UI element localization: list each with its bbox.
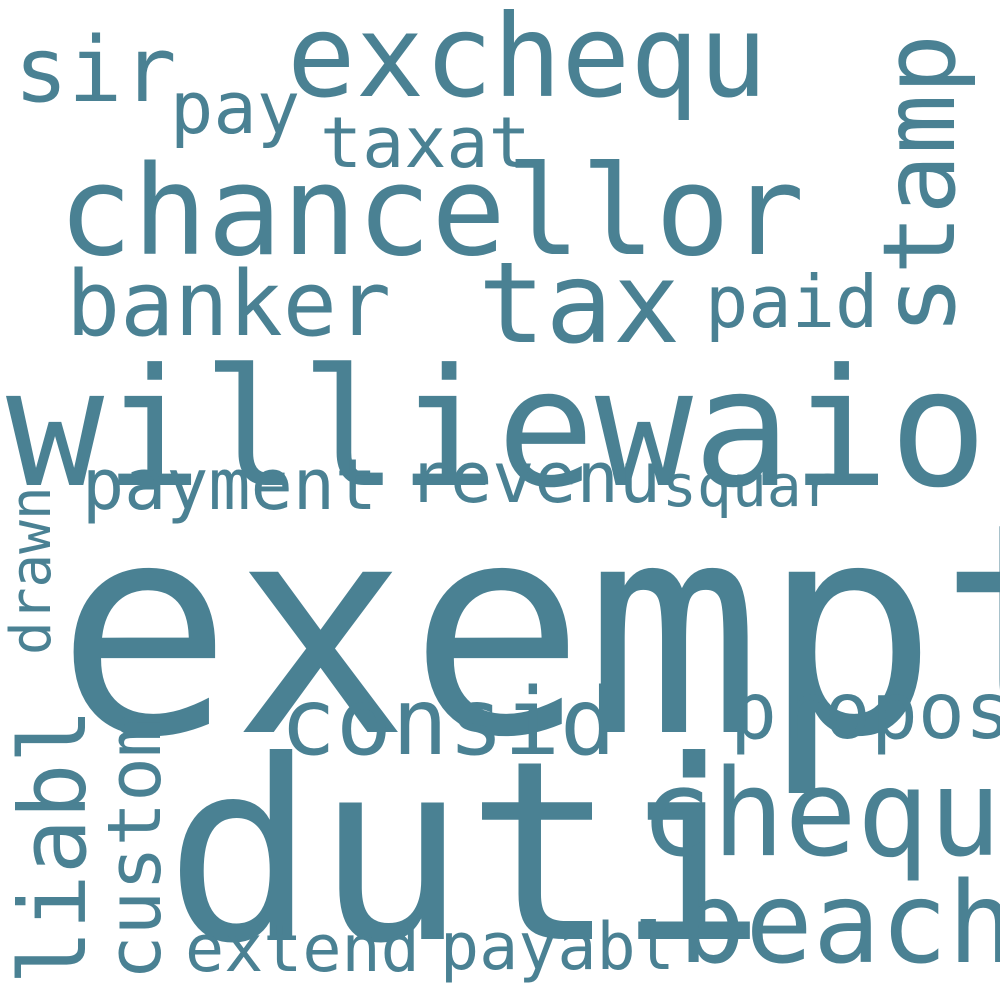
word-chequ: chequ — [640, 745, 1000, 884]
word-revenu: revenu — [408, 437, 661, 519]
word-tax: tax — [478, 239, 681, 369]
word-exchequ: exchequ — [287, 0, 768, 123]
word-payment: payment — [82, 444, 378, 526]
word-extend: extend — [185, 912, 420, 987]
word-stamp: stamp — [861, 33, 978, 335]
word-taxat: taxat — [320, 102, 531, 184]
word-beach: beach — [678, 859, 1000, 989]
word-liabl: liabl — [0, 708, 107, 985]
word-custom: custom — [92, 712, 178, 980]
word-banker: banker — [66, 252, 392, 357]
word-consid: consid — [280, 668, 616, 776]
word-exempt: exempt — [56, 461, 1000, 802]
word-sir: sir — [14, 18, 177, 123]
word-propos: propos — [730, 667, 1000, 757]
word-pay: pay — [170, 66, 301, 150]
word-drawn: drawn — [0, 486, 64, 655]
word-duti: duti — [165, 707, 768, 998]
word-chancellor: chancellor — [58, 140, 805, 284]
word-williewaiola: williewaiola — [6, 335, 1000, 524]
word-paid: paid — [705, 260, 879, 344]
word-squar: squar — [662, 452, 837, 520]
word-payabl: payabl — [440, 910, 675, 985]
